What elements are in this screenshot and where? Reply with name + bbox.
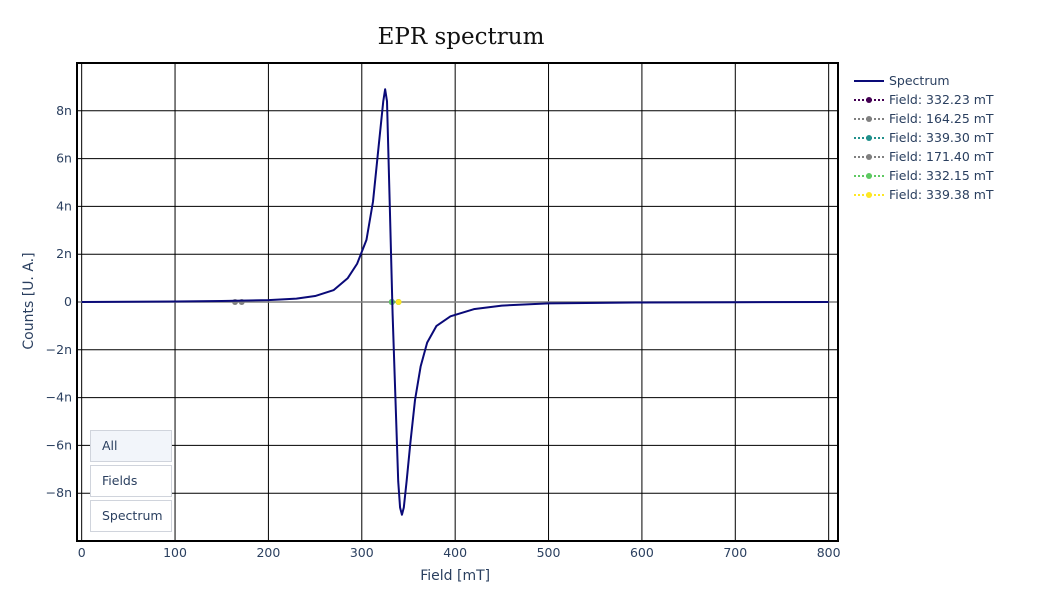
spectrum-button[interactable]: Spectrum: [90, 500, 172, 532]
all-button[interactable]: All: [90, 430, 172, 462]
y-tick-label: −6n: [46, 437, 72, 452]
legend-label: Field: 164.25 mT: [889, 111, 994, 126]
x-tick-label: 800: [817, 545, 841, 560]
legend-label: Field: 339.38 mT: [889, 187, 994, 202]
legend-swatch-marker: [866, 116, 872, 122]
x-tick-label: 300: [350, 545, 374, 560]
spectrum-line: [81, 88, 829, 516]
fields-button[interactable]: Fields: [90, 465, 172, 497]
legend-item: Field: 332.15 mT: [854, 168, 994, 183]
legend-label: Field: 339.30 mT: [889, 130, 994, 145]
y-axis-label: Counts [U. A.]: [21, 252, 37, 349]
legend-swatch-marker: [866, 154, 872, 160]
y-tick-label: 6n: [56, 151, 72, 166]
legend-item: Field: 171.40 mT: [854, 149, 994, 164]
legend-item: Spectrum: [854, 73, 950, 88]
legend-label: Field: 332.15 mT: [889, 168, 994, 183]
plot-frame: [76, 62, 839, 542]
y-tick-label: −4n: [46, 390, 72, 405]
chart-title: EPR spectrum: [378, 24, 545, 50]
x-tick-label: 100: [163, 545, 187, 560]
x-tick-label: 200: [256, 545, 280, 560]
legend-item: Field: 164.25 mT: [854, 111, 994, 126]
x-tick-label: 600: [630, 545, 654, 560]
legend-swatch-marker: [866, 192, 872, 198]
legend-item: Field: 339.38 mT: [854, 187, 994, 202]
x-tick-label: 700: [723, 545, 747, 560]
legend-item: Field: 339.30 mT: [854, 130, 994, 145]
x-tick-label: 0: [78, 545, 86, 560]
legend-label: Spectrum: [889, 73, 950, 88]
x-axis-label: Field [mT]: [420, 568, 490, 584]
legend-label: Field: 171.40 mT: [889, 149, 994, 164]
y-tick-label: 4n: [56, 198, 72, 213]
legend-swatch-marker: [866, 135, 872, 141]
field-marker-5: [395, 299, 402, 305]
y-tick-label: 8n: [56, 103, 72, 118]
y-tick-label: 2n: [56, 246, 72, 261]
legend-swatch-marker: [866, 173, 872, 179]
y-tick-label: 0: [64, 294, 72, 309]
legend-item: Field: 332.23 mT: [854, 92, 994, 107]
legend-label: Field: 332.23 mT: [889, 92, 994, 107]
x-tick-label: 400: [443, 545, 467, 560]
y-tick-label: −2n: [46, 342, 72, 357]
legend-swatch-marker: [866, 97, 872, 103]
x-tick-label: 500: [537, 545, 561, 560]
y-tick-label: −8n: [46, 485, 72, 500]
